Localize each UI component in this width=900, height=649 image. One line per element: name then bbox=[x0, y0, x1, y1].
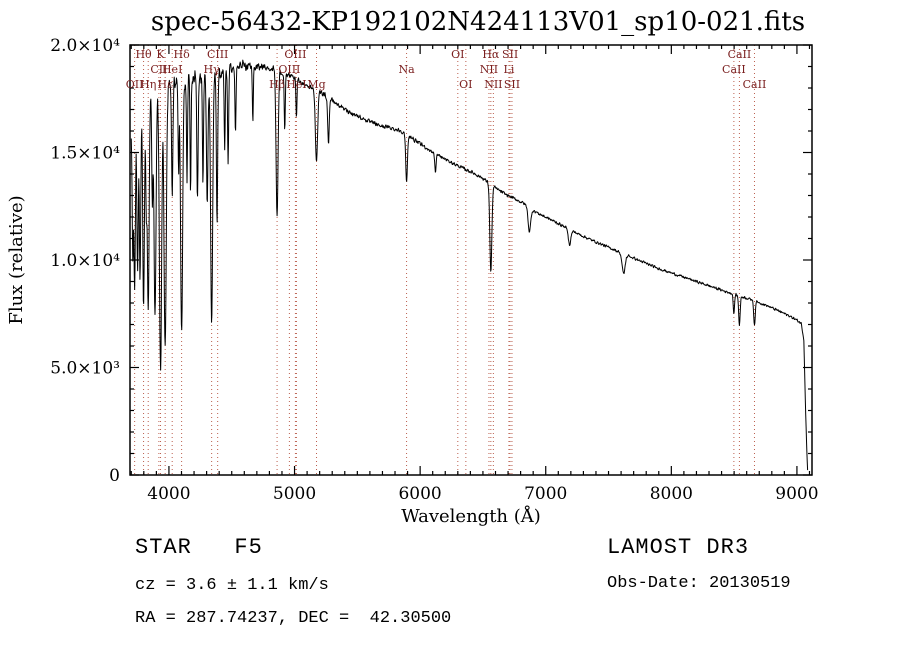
spectral-line-label: NII bbox=[480, 63, 498, 76]
spectral-line-label: SII bbox=[504, 78, 520, 91]
x-tick-label: 5000 bbox=[273, 484, 316, 504]
x-tick-label: 9000 bbox=[775, 484, 818, 504]
spectral-line-label: CII bbox=[150, 63, 167, 76]
spectrum-trace bbox=[130, 59, 809, 471]
survey-release-text: LAMOST DR3 bbox=[607, 535, 749, 560]
spectral-line-label: Mg bbox=[307, 78, 325, 91]
y-tick-label: 5.0×10³ bbox=[50, 359, 120, 379]
spectral-line-label: CaII bbox=[722, 63, 746, 76]
spectral-line-label: NII bbox=[484, 78, 502, 91]
spectral-line-label: CaII bbox=[728, 48, 752, 61]
object-class-text: STAR F5 bbox=[135, 535, 263, 560]
spectral-line-label: SII bbox=[502, 48, 518, 61]
spectral-line-label: OII bbox=[126, 78, 144, 91]
spectral-line-label: Hγ bbox=[204, 63, 221, 76]
spectral-line-label: HeI bbox=[162, 63, 182, 76]
spectral-line-label: HeI bbox=[286, 78, 306, 91]
spectral-line-label: CaII bbox=[743, 78, 767, 91]
x-axis-label: Wavelength (Å) bbox=[401, 505, 541, 527]
spectral-line-label: OI bbox=[459, 78, 472, 91]
obs-date-text: Obs-Date: 20130519 bbox=[607, 574, 791, 593]
axes-group: 4000 5000 6000 7000 8000 9000 0 5.0×10³ 1.0×10⁴ 1… bbox=[50, 36, 818, 504]
x-tick-label: 8000 bbox=[650, 484, 693, 504]
y-tick-label: 1.0×10⁴ bbox=[50, 251, 120, 271]
x-tick-label: 7000 bbox=[524, 484, 567, 504]
spectral-line-label: Hθ bbox=[135, 48, 152, 61]
spectral-line-label: CIII bbox=[207, 48, 228, 61]
spectral-line-label: K bbox=[156, 48, 165, 61]
plot-frame bbox=[129, 44, 813, 476]
spectral-line-label: Hε bbox=[158, 78, 174, 91]
cz-text: cz = 3.6 ± 1.1 km/s bbox=[135, 576, 329, 595]
spectral-line-label: Hδ bbox=[174, 48, 191, 61]
spectral-line-label: OIII bbox=[284, 48, 306, 61]
spectrum-trace-group bbox=[130, 59, 809, 471]
spectral-line-label: Hα bbox=[482, 48, 500, 61]
spectral-line-label: Hβ bbox=[269, 78, 285, 91]
spectral-line-label: OI bbox=[451, 48, 464, 61]
chart-title: spec-56432-KP192102N424113V01_sp10-021.f… bbox=[151, 7, 805, 37]
x-tick-label: 6000 bbox=[398, 484, 441, 504]
ra-dec-text: RA = 287.74237, DEC = 42.30500 bbox=[135, 609, 451, 628]
spectral-line-label: Na bbox=[398, 63, 415, 76]
spectral-line-label: Hη bbox=[140, 78, 156, 91]
y-tick-label: 1.5×10⁴ bbox=[50, 144, 120, 164]
spectral-line-label: OIII bbox=[278, 63, 300, 76]
y-tick-label: 2.0×10⁴ bbox=[50, 36, 120, 56]
y-axis-label: Flux (relative) bbox=[6, 195, 27, 324]
spectral-line-label: Li bbox=[504, 63, 515, 76]
y-tick-label: 0 bbox=[109, 466, 120, 486]
x-tick-label: 4000 bbox=[147, 484, 190, 504]
